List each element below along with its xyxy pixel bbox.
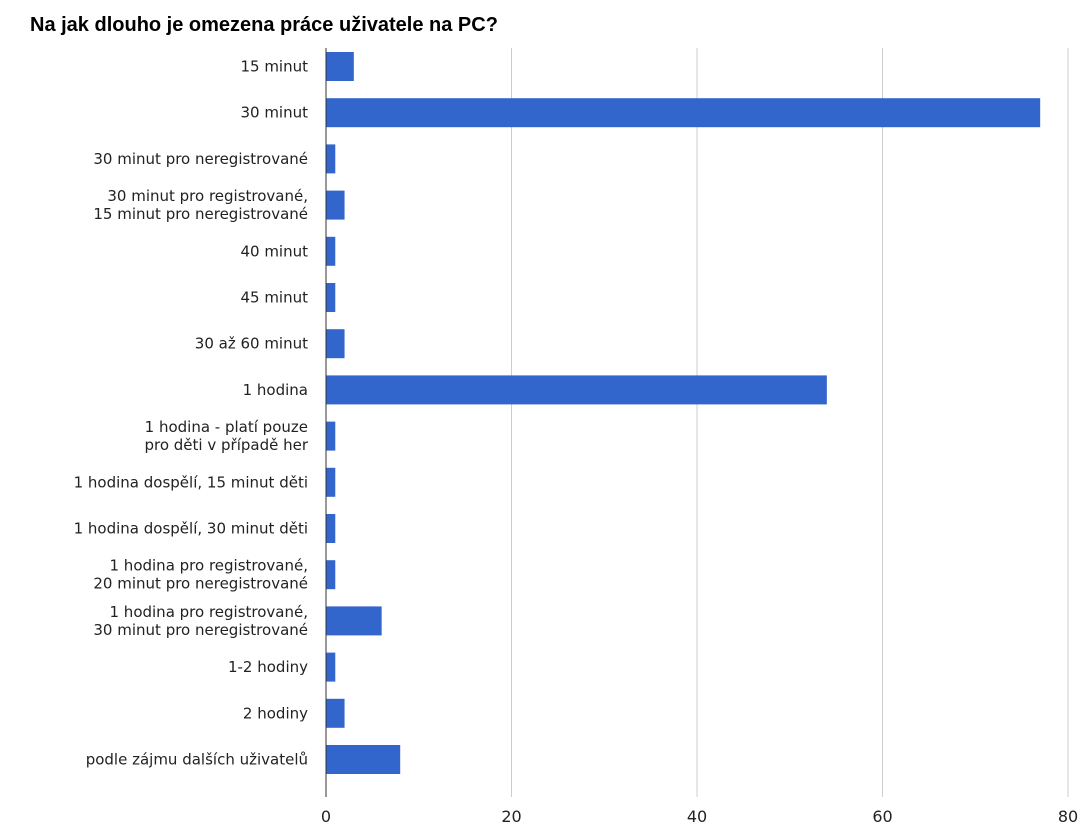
bar — [326, 606, 382, 636]
bar — [326, 560, 336, 590]
category-label: 40 minut — [240, 242, 308, 260]
x-tick-label: 20 — [501, 807, 521, 826]
category-label: 30 minut pro neregistrované — [93, 150, 308, 168]
category-label: 1 hodina dospělí, 30 minut děti — [74, 520, 308, 538]
bar — [326, 144, 336, 174]
bar — [326, 329, 345, 359]
category-label: 45 minut — [240, 289, 308, 307]
category-label: 15 minut — [240, 58, 308, 76]
x-tick-label: 80 — [1058, 807, 1078, 826]
bar — [326, 467, 336, 497]
category-label: 1 hodina dospělí, 15 minut děti — [74, 473, 308, 491]
bar — [326, 52, 354, 81]
bar — [326, 698, 345, 728]
category-label: 30 minut — [240, 104, 308, 122]
x-axis-tick-labels: 0 20 40 60 80 — [321, 807, 1078, 826]
bars — [326, 52, 1041, 774]
category-label: podle zájmu dalších uživatelů — [86, 751, 308, 769]
x-tick-label: 60 — [872, 807, 892, 826]
chart-title: Na jak dlouho je omezena práce uživatele… — [30, 14, 498, 36]
bar — [326, 190, 345, 220]
x-tick-label: 40 — [687, 807, 707, 826]
category-label: 1 hodina pro registrované, 30 minut pro n… — [93, 603, 308, 639]
bar — [326, 98, 1041, 128]
bar — [326, 375, 827, 405]
bar — [326, 421, 336, 451]
bar — [326, 652, 336, 682]
bar — [326, 236, 336, 266]
x-tick-label: 0 — [321, 807, 331, 826]
bar — [326, 514, 336, 543]
category-label: 1 hodina pro registrované, 20 minut pro n… — [93, 557, 308, 593]
category-label: 30 až 60 minut — [195, 335, 308, 353]
category-label: 1 hodina - platí pouze pro děti v případě… — [144, 418, 308, 454]
bar — [326, 283, 336, 312]
category-label: 30 minut pro registrované, 15 minut pro n… — [93, 187, 308, 223]
category-label: 1-2 hodiny — [228, 658, 308, 676]
category-label: 1 hodina — [243, 381, 308, 399]
gridlines — [511, 48, 1069, 797]
category-labels: 15 minut 30 minut 30 minut pro neregistrov… — [74, 58, 309, 769]
category-label: 2 hodiny — [243, 704, 308, 722]
bar — [326, 745, 401, 774]
